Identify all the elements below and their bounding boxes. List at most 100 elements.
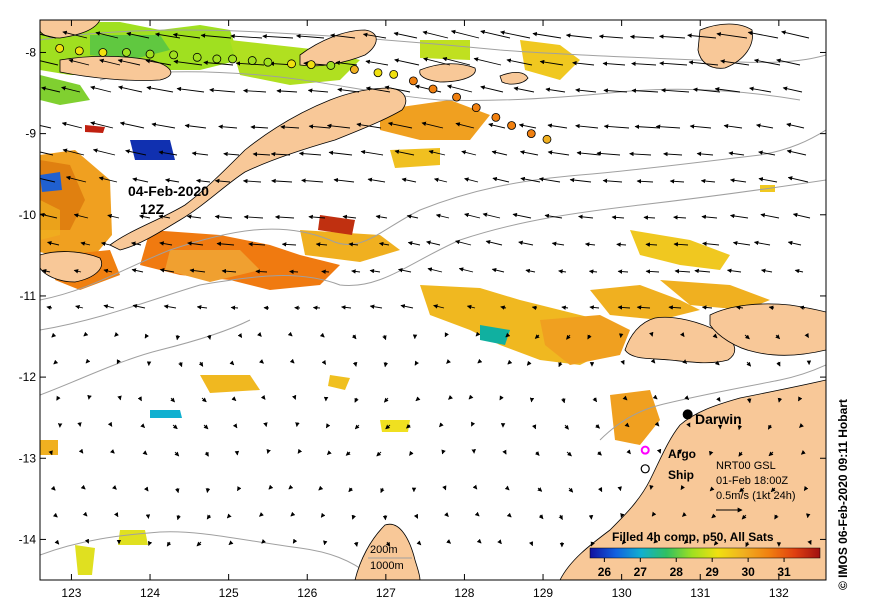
sst-patch	[130, 140, 175, 160]
current-arrow	[351, 334, 357, 340]
current-arrow	[109, 448, 115, 454]
current-arrow	[380, 487, 385, 494]
sst-patch	[40, 172, 62, 192]
current-arrow	[473, 57, 502, 66]
current-arrow	[400, 304, 414, 309]
current-arrow	[651, 511, 657, 517]
current-arrow	[803, 485, 809, 491]
current-source-label: NRT00 GSL	[716, 460, 776, 472]
current-arrow	[461, 150, 477, 156]
current-arrow	[588, 269, 598, 274]
lon-tick-label: 126	[297, 586, 317, 600]
current-arrow	[323, 540, 328, 546]
current-arrow	[660, 88, 690, 93]
current-arrow	[48, 450, 53, 456]
current-arrow	[480, 29, 511, 39]
current-arrow	[500, 305, 507, 310]
current-arrow	[50, 485, 56, 491]
current-arrow	[786, 122, 805, 129]
drifter-point	[526, 129, 536, 139]
current-arrow	[680, 485, 686, 491]
current-arrow	[446, 539, 451, 544]
current-arrow	[551, 241, 565, 247]
current-arrow	[589, 305, 600, 310]
current-arrow	[602, 178, 623, 184]
sst-patch	[480, 325, 510, 345]
current-arrow	[747, 30, 779, 39]
current-arrow	[165, 178, 180, 183]
current-arrow	[755, 123, 774, 129]
date-label: 04-Feb-2020	[128, 183, 209, 199]
current-arrow	[735, 305, 744, 310]
current-arrow	[351, 269, 361, 274]
current-arrow	[575, 88, 597, 93]
current-arrow	[200, 33, 232, 39]
current-arrow	[620, 512, 625, 518]
current-arrow	[688, 60, 719, 66]
current-arrow	[700, 178, 716, 184]
current-arrow	[191, 151, 209, 156]
current-arrow	[54, 539, 60, 545]
current-arrow	[315, 242, 328, 247]
current-arrow	[288, 484, 294, 490]
current-arrow	[558, 361, 563, 368]
current-arrow	[330, 33, 356, 39]
current-arrow	[668, 305, 682, 310]
contour-200m	[99, 71, 801, 102]
current-arrow	[65, 175, 87, 183]
current-arrow	[480, 85, 504, 93]
current-arrow	[252, 151, 271, 157]
sst-patch	[590, 285, 700, 320]
current-arrow	[158, 150, 178, 156]
current-arrow	[603, 88, 628, 93]
current-arrow	[547, 150, 570, 156]
current-arrow	[142, 450, 148, 455]
current-arrow	[203, 60, 234, 66]
drifter-point	[228, 54, 237, 64]
current-arrow	[474, 511, 480, 517]
current-arrow	[176, 514, 181, 521]
sumba-island	[40, 251, 102, 283]
current-arrow	[506, 512, 512, 518]
lat-tick-label: -11	[20, 289, 37, 303]
lon-tick-label: 132	[769, 586, 789, 600]
current-arrow	[558, 514, 563, 521]
current-arrow	[433, 177, 448, 183]
current-arrow	[170, 397, 175, 403]
current-arrow	[333, 177, 355, 183]
current-arrow	[68, 58, 90, 66]
current-arrow	[575, 123, 599, 129]
drifter-point	[373, 68, 383, 78]
current-arrow	[450, 29, 480, 39]
current-arrow	[497, 539, 502, 545]
current-arrow	[499, 395, 504, 401]
current-arrow	[709, 486, 715, 492]
sst-patch	[118, 530, 148, 545]
current-arrow	[794, 268, 804, 274]
current-arrow	[83, 331, 89, 337]
current-arrow	[507, 359, 513, 365]
current-arrow	[356, 122, 382, 129]
current-arrow	[406, 214, 419, 219]
current-arrow	[92, 148, 116, 156]
lat-tick-label: -14	[19, 532, 37, 546]
current-arrow	[804, 332, 809, 338]
current-arrow	[800, 450, 806, 455]
current-arrow	[114, 332, 119, 337]
current-arrow	[369, 268, 381, 274]
current-arrow	[682, 512, 687, 517]
lon-tick-label: 123	[61, 586, 81, 600]
drifter-point	[263, 57, 273, 67]
sst-patch	[85, 125, 105, 133]
current-arrow	[126, 31, 150, 39]
current-arrow	[196, 178, 211, 184]
current-arrow	[237, 486, 242, 492]
current-arrow	[318, 485, 324, 491]
current-arrow	[435, 213, 450, 219]
drifter-point	[471, 103, 481, 113]
sst-patch	[150, 410, 182, 418]
current-arrow	[534, 334, 540, 339]
current-arrow	[491, 267, 505, 273]
lon-tick-label: 128	[454, 586, 474, 600]
